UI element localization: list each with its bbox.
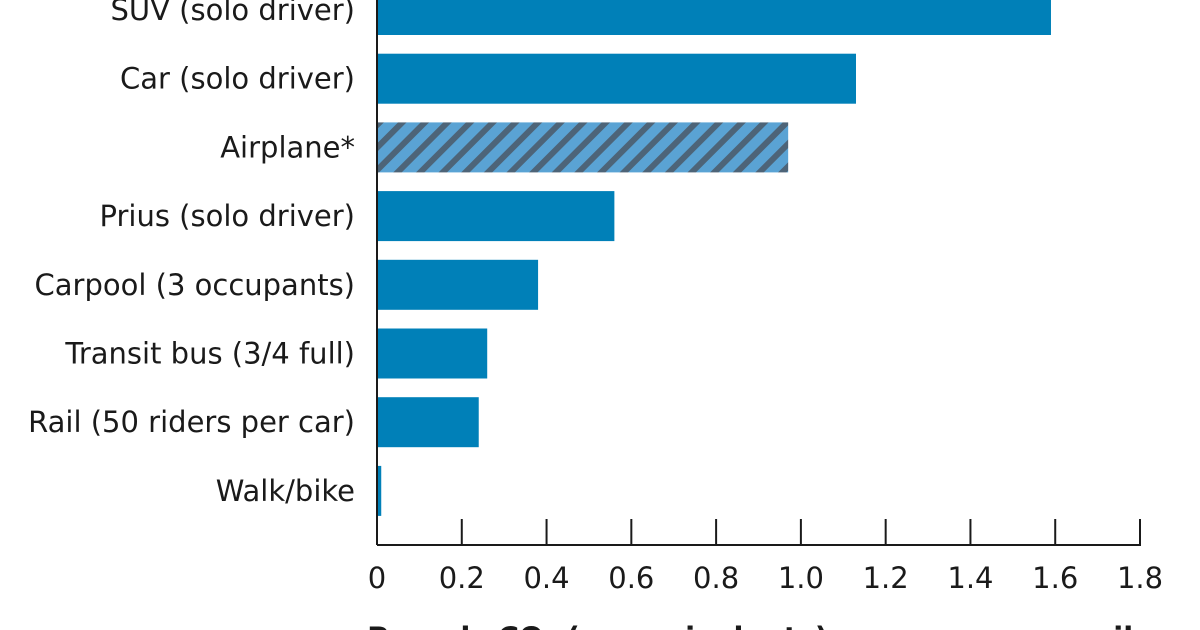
bar <box>378 259 539 310</box>
bar <box>378 397 479 448</box>
x-tick-label: 0.4 <box>523 561 569 595</box>
x-tick-label: 0.6 <box>608 561 654 595</box>
y-tick-label: SUV (solo driver) <box>110 0 355 27</box>
x-tick-label: 1.0 <box>778 561 824 595</box>
y-tick-label: Walk/bike <box>216 474 355 508</box>
bar <box>378 328 488 379</box>
y-tick-label: Airplane* <box>220 130 355 164</box>
x-axis-label: Pounds CO₂ (or equivalents) per passenge… <box>367 621 1153 630</box>
bar <box>378 0 1051 35</box>
bar <box>378 53 856 104</box>
y-tick-label: Transit bus (3/4 full) <box>64 337 355 371</box>
x-tick-label: 1.8 <box>1117 561 1163 595</box>
x-tick-label: 1.4 <box>947 561 993 595</box>
y-tick-label: Carpool (3 occupants) <box>35 268 355 302</box>
bar <box>378 465 382 516</box>
y-tick-label: Prius (solo driver) <box>100 199 355 233</box>
x-tick-label: 0.2 <box>439 561 485 595</box>
x-tick-label: 0.8 <box>693 561 739 595</box>
bar <box>378 122 789 173</box>
y-tick-label: Car (solo driver) <box>120 62 355 96</box>
x-tick-label: 0 <box>368 561 386 595</box>
x-tick-label: 1.6 <box>1032 561 1078 595</box>
y-tick-label: Rail (50 riders per car) <box>28 405 355 439</box>
bar <box>378 191 615 242</box>
x-tick-label: 1.2 <box>863 561 909 595</box>
